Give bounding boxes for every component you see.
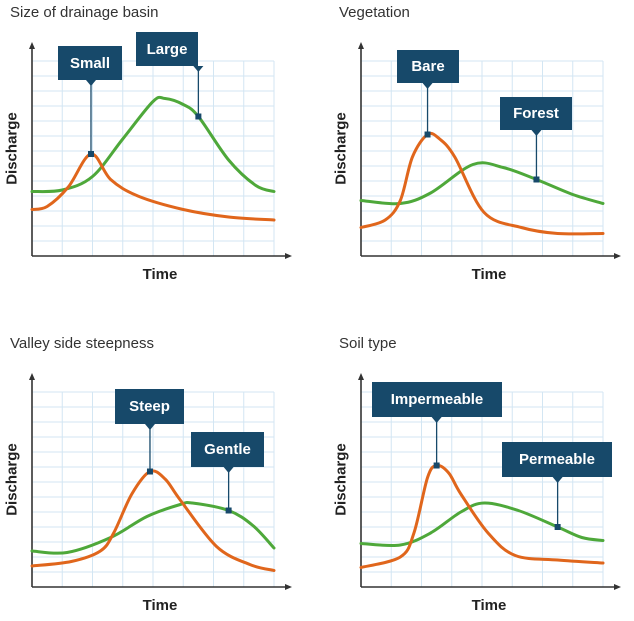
y-axis-label: Discharge (3, 112, 21, 185)
callout-pointer (85, 80, 96, 86)
callout-pointer (144, 424, 155, 430)
y-axis-label: Discharge (332, 112, 350, 185)
callout-marker (225, 507, 232, 514)
series-line-large (30, 95, 276, 194)
x-axis-label: Time (142, 597, 178, 614)
callout-marker (433, 462, 440, 469)
x-axis-label: Time (142, 266, 178, 283)
hydrograph-panel: Size of drainage basin Large Small Discharg… (0, 0, 305, 290)
y-axis-arrow-icon (29, 373, 35, 380)
callout-marker (554, 524, 561, 530)
y-axis-label: Discharge (3, 443, 21, 516)
hydrograph-panel: Valley side steepness Gentle Steep Discharg… (0, 331, 305, 621)
panel-title: Valley side steepness (10, 335, 154, 352)
series-label-box: Small (58, 46, 122, 80)
callout-pointer (552, 477, 563, 483)
callout-pointer (422, 83, 433, 89)
x-axis-label: Time (471, 597, 507, 614)
x-axis-arrow-icon (285, 584, 292, 590)
series-label-box: Permeable (502, 442, 612, 477)
chart-svg (358, 42, 621, 259)
series-label-box: Forest (500, 97, 572, 130)
series-label-box: Bare (397, 50, 459, 83)
series-line-bare (359, 131, 605, 236)
x-axis-arrow-icon (285, 253, 292, 259)
x-axis-arrow-icon (614, 584, 621, 590)
callout-marker (533, 176, 540, 183)
y-axis-label: Discharge (332, 443, 350, 516)
series-label-box: Gentle (191, 432, 264, 467)
callout-marker (424, 131, 431, 138)
callout-marker (146, 468, 153, 475)
x-axis-arrow-icon (614, 253, 621, 259)
callout-pointer (431, 417, 442, 423)
series-line-gentle (30, 500, 276, 555)
chart-svg (358, 373, 621, 590)
hydrograph-panel: Soil type Permeable Impermeable Discharge Ti… (329, 331, 634, 621)
panel-title: Soil type (339, 335, 397, 352)
series-label-box: Impermeable (372, 382, 502, 417)
series-line-forest (359, 161, 605, 206)
y-axis-arrow-icon (358, 373, 364, 380)
panel-title: Vegetation (339, 4, 410, 21)
callout-marker (87, 151, 94, 157)
series-label-box: Large (136, 32, 198, 66)
y-axis-arrow-icon (358, 42, 364, 49)
panel-title: Size of drainage basin (10, 4, 159, 21)
series-line-impermeable (359, 463, 605, 569)
y-axis-arrow-icon (29, 42, 35, 49)
series-line-small (30, 152, 276, 222)
callout-marker (195, 113, 202, 120)
callout-pointer (223, 467, 234, 473)
series-label-box: Steep (115, 389, 184, 424)
callout-pointer (193, 66, 204, 72)
hydrograph-panel: Vegetation Forest Bare Discharge Time (329, 0, 634, 290)
callout-pointer (531, 130, 542, 136)
chart-svg (29, 373, 292, 590)
x-axis-label: Time (471, 266, 507, 283)
